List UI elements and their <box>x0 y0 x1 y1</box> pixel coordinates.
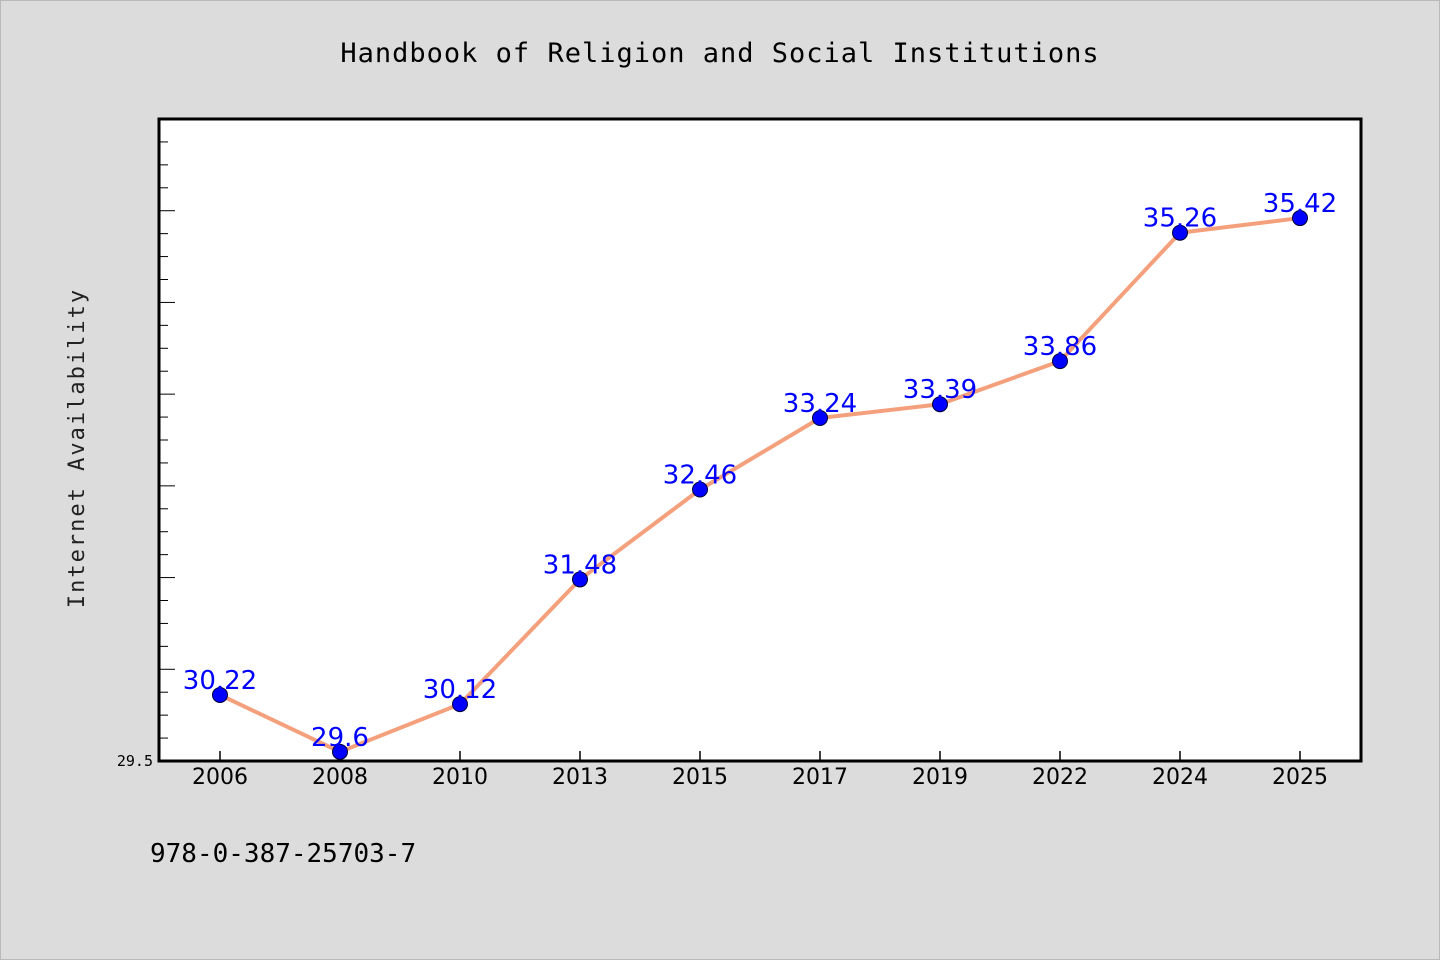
y-axis-tick-labels: 29.5 <box>117 752 153 770</box>
data-point <box>932 396 948 413</box>
data-point <box>332 743 348 760</box>
data-label: 33.86 <box>1023 332 1097 362</box>
data-label: 29.6 <box>311 723 369 753</box>
x-tick-label: 2022 <box>1032 765 1088 790</box>
y-tick-label: 29.5 <box>117 752 153 770</box>
data-point <box>572 571 588 588</box>
series-line <box>218 216 1302 754</box>
data-point <box>1052 353 1068 370</box>
x-tick-label: 2019 <box>912 765 968 790</box>
x-tick-label: 2025 <box>1272 765 1328 790</box>
y-axis-ticks <box>159 118 175 762</box>
x-axis-tick-labels: 2006 2008 2010 2013 2015 2017 2019 2022 2024 2025 <box>192 765 1328 790</box>
plot-area <box>157 117 1363 763</box>
x-tick-label: 2017 <box>792 765 848 790</box>
x-tick-label: 2013 <box>552 765 608 790</box>
data-label: 33.24 <box>783 389 857 419</box>
data-label: 35.42 <box>1263 189 1337 219</box>
data-labels: 30.22 29.6 30.12 31.48 32.46 33.24 33.39 33.86 3… <box>183 189 1337 753</box>
data-point <box>452 696 468 713</box>
footer-isbn: 978-0-387-25703-7 <box>150 839 416 869</box>
x-tick-label: 2008 <box>312 765 368 790</box>
data-label: 30.22 <box>183 666 257 696</box>
x-tick-label: 2015 <box>672 765 728 790</box>
data-point <box>1172 224 1188 241</box>
data-label: 32.46 <box>663 461 737 491</box>
data-label: 33.39 <box>903 375 977 405</box>
x-tick-label: 2006 <box>192 765 248 790</box>
chart-title: Handbook of Religion and Social Institut… <box>340 38 1099 69</box>
y-axis-label: Internet Availability <box>65 288 90 608</box>
data-label: 31.48 <box>543 550 617 580</box>
x-tick-label: 2010 <box>432 765 488 790</box>
series-markers <box>212 210 1308 760</box>
data-point <box>812 409 828 426</box>
data-point <box>1292 210 1308 227</box>
x-tick-label: 2024 <box>1152 765 1208 790</box>
data-label: 30.12 <box>423 675 497 705</box>
data-label: 35.26 <box>1143 204 1217 234</box>
data-point <box>692 481 708 498</box>
data-point <box>212 686 228 703</box>
